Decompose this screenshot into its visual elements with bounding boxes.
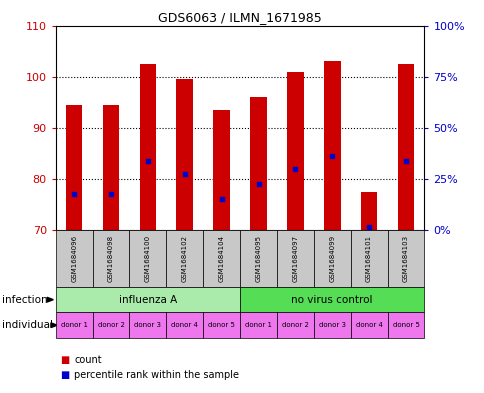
Text: donor 4: donor 4	[355, 322, 382, 328]
Bar	[103, 105, 119, 230]
Text: GSM1684096: GSM1684096	[71, 235, 77, 282]
Text: GSM1684099: GSM1684099	[329, 235, 334, 282]
Text: GSM1684098: GSM1684098	[108, 235, 114, 282]
Bar	[250, 97, 266, 230]
Text: GSM1684102: GSM1684102	[182, 235, 187, 282]
Text: no virus control: no virus control	[291, 295, 372, 305]
Text: donor 2: donor 2	[281, 322, 308, 328]
Text: infection: infection	[2, 295, 48, 305]
Bar	[139, 64, 156, 230]
Title: GDS6063 / ILMN_1671985: GDS6063 / ILMN_1671985	[158, 11, 321, 24]
Text: GSM1684101: GSM1684101	[365, 235, 371, 282]
Text: GSM1684103: GSM1684103	[402, 235, 408, 282]
Bar	[287, 72, 303, 230]
Text: influenza A: influenza A	[119, 295, 177, 305]
Text: donor 5: donor 5	[392, 322, 419, 328]
Text: donor 1: donor 1	[60, 322, 88, 328]
Bar	[360, 191, 377, 230]
Text: donor 2: donor 2	[97, 322, 124, 328]
Text: GSM1684100: GSM1684100	[145, 235, 151, 282]
Text: ■: ■	[60, 370, 70, 380]
Text: GSM1684095: GSM1684095	[255, 235, 261, 282]
Text: donor 5: donor 5	[208, 322, 235, 328]
Text: donor 4: donor 4	[171, 322, 198, 328]
Polygon shape	[51, 323, 57, 328]
Bar	[66, 105, 82, 230]
Bar	[397, 64, 413, 230]
Text: donor 3: donor 3	[134, 322, 161, 328]
Text: donor 1: donor 1	[244, 322, 272, 328]
Bar	[323, 61, 340, 230]
Text: count: count	[74, 354, 102, 365]
Text: donor 3: donor 3	[318, 322, 345, 328]
Text: individual: individual	[2, 320, 53, 330]
Text: ■: ■	[60, 354, 70, 365]
Bar	[176, 79, 193, 230]
Text: GSM1684097: GSM1684097	[292, 235, 298, 282]
Bar	[213, 110, 229, 230]
Text: percentile rank within the sample: percentile rank within the sample	[74, 370, 239, 380]
Text: GSM1684104: GSM1684104	[218, 235, 224, 282]
Polygon shape	[47, 297, 53, 302]
